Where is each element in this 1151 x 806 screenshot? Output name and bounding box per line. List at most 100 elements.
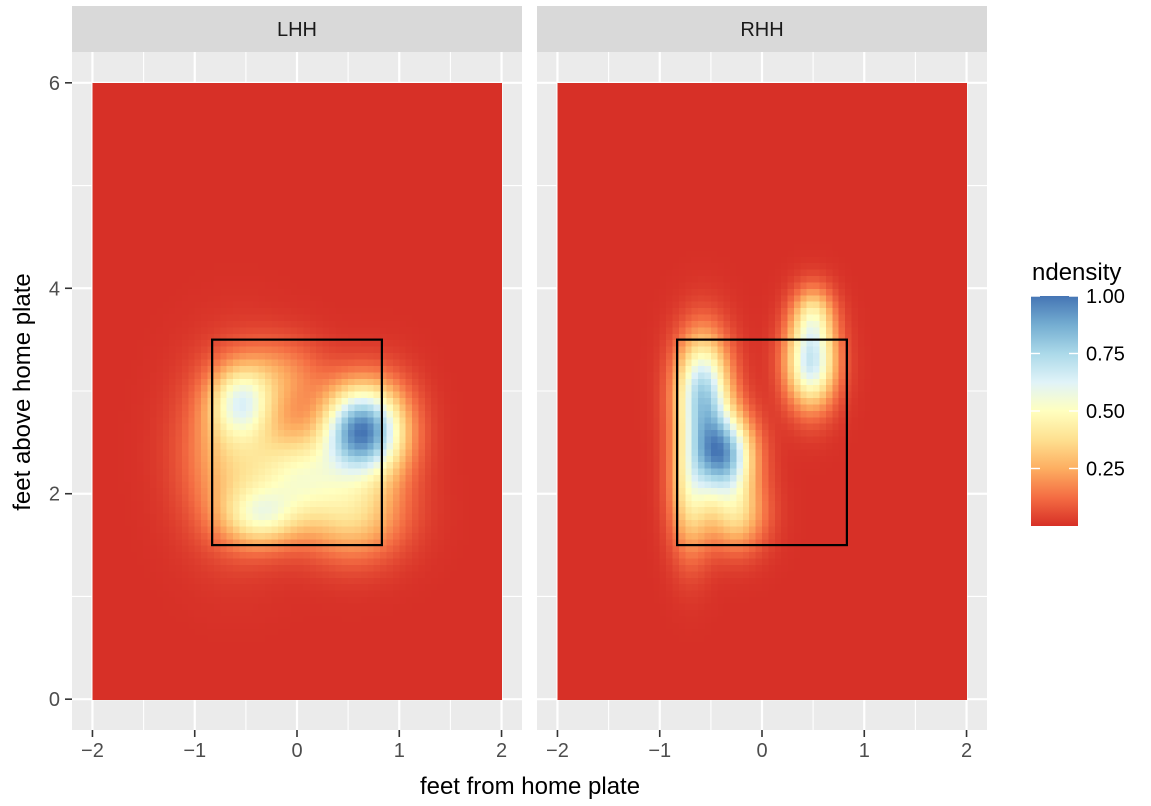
density-tile <box>118 339 126 347</box>
density-tile <box>380 288 388 296</box>
density-tile <box>316 519 324 527</box>
density-tile <box>169 577 177 585</box>
density-tile <box>213 673 221 681</box>
density-tile <box>265 397 273 405</box>
density-tile <box>149 596 157 604</box>
density-tile <box>188 198 196 206</box>
density-tile <box>239 429 247 437</box>
density-tile <box>245 577 253 585</box>
density-tile <box>367 474 375 482</box>
density-tile <box>431 442 439 450</box>
density-tile <box>188 570 196 578</box>
density-tile <box>124 609 132 617</box>
density-tile <box>175 269 183 277</box>
density-tile <box>328 378 336 386</box>
density-tile <box>149 480 157 488</box>
density-tile <box>392 397 400 405</box>
density-tile <box>399 301 407 309</box>
density-tile <box>450 448 458 456</box>
density-tile <box>271 211 279 219</box>
density-tile <box>431 269 439 277</box>
density-tile <box>181 288 189 296</box>
density-tile <box>169 525 177 533</box>
density-tile <box>98 269 106 277</box>
density-tile <box>162 615 170 623</box>
density-tile <box>124 365 132 373</box>
density-tile <box>194 596 202 604</box>
density-tile <box>207 410 215 418</box>
density-tile <box>239 448 247 456</box>
density-tile <box>118 622 126 630</box>
density-tile <box>105 622 113 630</box>
density-tile <box>392 532 400 540</box>
density-tile <box>181 551 189 559</box>
density-tile <box>194 667 202 675</box>
density-tile <box>475 506 483 514</box>
density-tile <box>111 423 119 431</box>
density-tile <box>290 294 298 302</box>
density-tile <box>297 570 304 578</box>
density-tile <box>220 230 228 238</box>
density-tile <box>450 410 458 418</box>
density-tile <box>105 474 113 482</box>
density-tile <box>245 474 253 482</box>
density-tile <box>233 660 241 668</box>
density-tile <box>118 346 126 354</box>
density-tile <box>367 410 375 418</box>
density-tile <box>475 468 483 476</box>
density-tile <box>475 204 483 212</box>
density-tile <box>360 660 368 668</box>
density-tile <box>463 346 471 354</box>
density-tile <box>303 596 311 604</box>
density-tile <box>431 628 439 636</box>
density-tile <box>137 519 145 527</box>
density-tile <box>92 519 100 527</box>
density-tile <box>303 346 311 354</box>
density-tile <box>233 358 241 366</box>
density-tile <box>284 269 292 277</box>
density-tile <box>118 525 126 533</box>
density-tile <box>111 692 119 700</box>
density-tile <box>450 564 458 572</box>
density-tile <box>341 224 349 232</box>
density-tile <box>213 487 221 495</box>
density-tile <box>469 230 477 238</box>
density-tile <box>201 249 209 257</box>
density-tile <box>405 570 413 578</box>
density-tile <box>233 326 241 334</box>
density-tile <box>118 429 126 437</box>
density-tile <box>226 500 234 508</box>
density-tile <box>386 269 394 277</box>
density-tile <box>124 294 132 302</box>
density-tile <box>105 506 113 514</box>
density-tile <box>354 468 362 476</box>
density-tile <box>482 442 490 450</box>
density-tile <box>245 423 253 431</box>
density-tile <box>482 564 490 572</box>
density-tile <box>348 313 356 321</box>
density-tile <box>463 217 471 225</box>
density-tile <box>360 313 368 321</box>
density-tile <box>194 500 202 508</box>
density-tile <box>392 468 400 476</box>
density-tile <box>252 493 260 501</box>
density-tile <box>373 384 381 392</box>
density-tile <box>475 256 483 264</box>
density-tile <box>386 371 394 379</box>
density-tile <box>124 557 132 565</box>
density-tile <box>431 500 439 508</box>
density-tile <box>124 313 132 321</box>
density-tile <box>360 667 368 675</box>
density-tile <box>201 519 209 527</box>
density-tile <box>386 660 394 668</box>
density-tile <box>392 615 400 623</box>
density-tile <box>386 224 394 232</box>
density-tile <box>181 557 189 565</box>
density-tile <box>201 416 209 424</box>
density-tile <box>469 339 477 347</box>
density-tile <box>322 378 330 386</box>
density-tile <box>399 326 407 334</box>
density-tile <box>98 378 106 386</box>
density-tile <box>194 288 202 296</box>
density-tile <box>118 615 126 623</box>
